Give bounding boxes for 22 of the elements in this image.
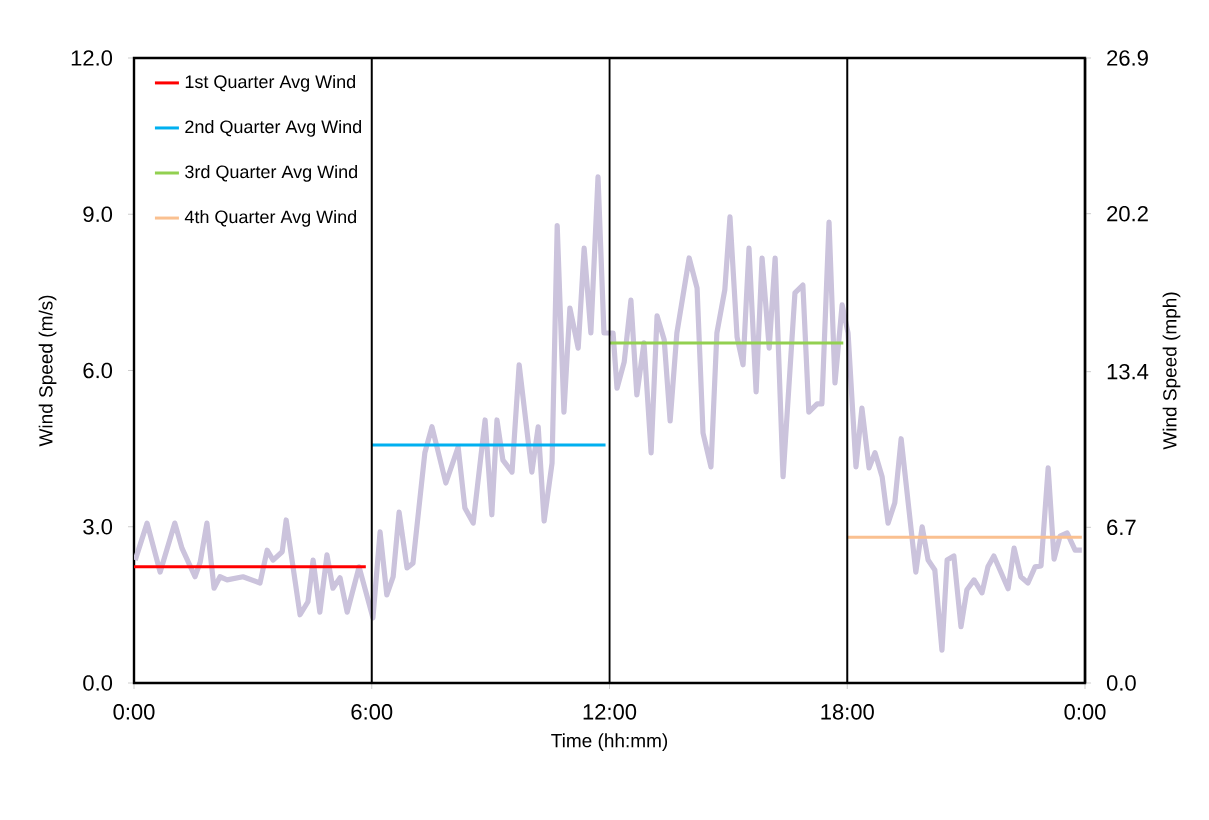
y2-tick-label: 13.4 [1107,363,1149,380]
x-tick-label: 6:00 [351,704,393,720]
y2-axis-title: Wind Speed (mph) [1162,292,1181,450]
y-axis-title: Wind Speed (m/s) [38,295,57,447]
y2-tick-label: 26.9 [1107,50,1148,66]
y-tick-label: 3.0 [83,518,113,535]
y-tick-label: 0.0 [83,675,113,691]
x-tick-label: 0:00 [113,704,155,720]
x-tick-label: 12:00 [583,704,637,720]
x-tick-label: 0:00 [1064,704,1106,720]
legend-label: 4th Quarter Avg Wind [184,210,356,227]
legend-label: 2nd Quarter Avg Wind [185,119,361,137]
y-tick-label: 12.0 [71,50,113,66]
x-tick-label: 18:00 [821,704,874,720]
x-axis-title: Time (hh:mm) [551,733,668,752]
y2-tick-label: 0.0 [1106,675,1136,691]
y2-tick-label: 6.7 [1107,519,1136,536]
y2-tick-label: 20.2 [1107,205,1148,222]
y-tick-label: 6.0 [83,362,113,379]
legend-label: 1st Quarter Avg Wind [185,74,355,92]
y-tick-label: 9.0 [83,206,113,223]
legend-label: 3rd Quarter Avg Wind [185,164,357,182]
